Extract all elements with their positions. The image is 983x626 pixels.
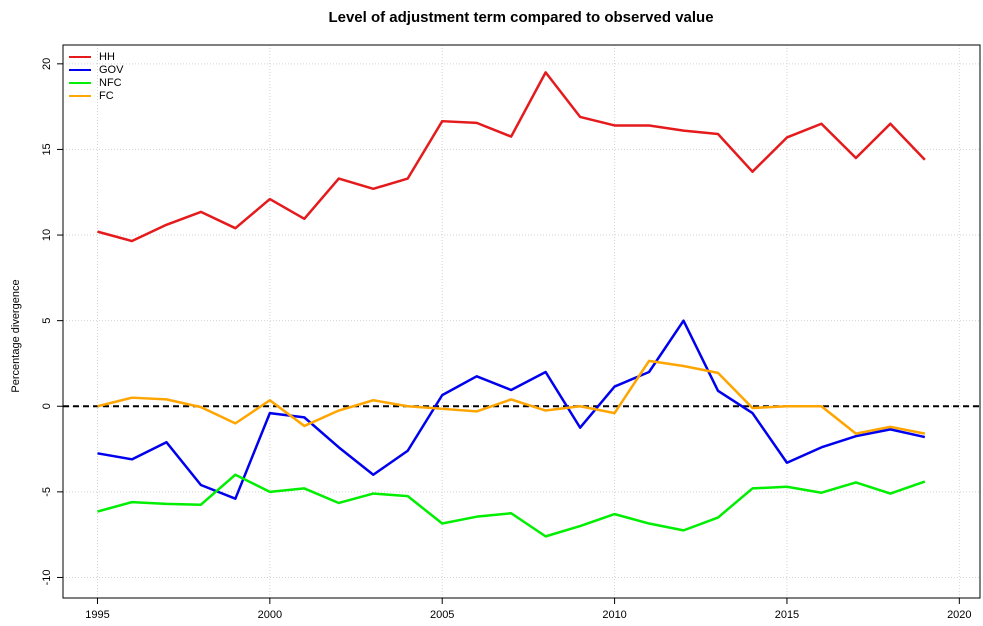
data-line	[97, 359, 926, 435]
x-tick-label: 2010	[602, 609, 626, 621]
legend-label: HH	[99, 51, 115, 63]
data-line	[97, 319, 926, 500]
chart-title: Level of adjustment term compared to obs…	[328, 9, 713, 26]
x-tick-label: 2000	[258, 609, 282, 621]
y-tick-label: 15	[41, 143, 53, 155]
y-tick-label: -10	[41, 570, 53, 586]
x-tick-label: 1995	[85, 609, 109, 621]
y-tick-label: -5	[41, 487, 53, 497]
legend-label: FC	[99, 90, 114, 102]
y-tick-label: 0	[41, 403, 53, 409]
x-tick-label: 2020	[947, 609, 971, 621]
x-tick-label: 2005	[430, 609, 454, 621]
plot-frame	[62, 44, 981, 599]
y-axis-label: Percentage divergence	[10, 279, 22, 392]
y-tick-label: 20	[41, 58, 53, 70]
y-tick-label: 10	[41, 229, 53, 241]
legend-label: GOV	[99, 64, 124, 76]
x-tick-label: 2015	[775, 609, 799, 621]
y-tick-label: 5	[41, 318, 53, 324]
data-line	[97, 473, 926, 538]
legend-label: NFC	[99, 77, 122, 89]
data-line	[97, 71, 926, 243]
